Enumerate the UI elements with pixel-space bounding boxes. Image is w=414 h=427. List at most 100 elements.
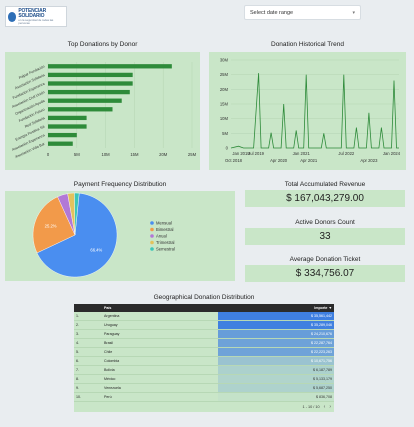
geo-table-title: Geographical Donation Distribution — [153, 294, 255, 301]
bar — [48, 132, 77, 138]
pagination-label: 1 - 10 / 10 — [302, 405, 320, 409]
legend-swatch — [150, 221, 154, 225]
date-range-picker[interactable]: Select date range ▾ — [244, 5, 361, 20]
amount-cell: $ 35,561,442 — [218, 312, 334, 321]
chevron-right-icon[interactable]: › — [329, 404, 331, 410]
country-cell: Paraguay — [102, 329, 218, 339]
revenue-kpi-title: Total Accumulated Revenue — [284, 181, 366, 188]
row-index: 3. — [74, 329, 102, 339]
table-row[interactable]: 9. Venezuela $ 5,687,250 — [74, 383, 334, 393]
pie-slice — [36, 192, 118, 278]
ticket-kpi-title: Average Donation Ticket — [289, 256, 361, 263]
x-tick-label: 10M — [102, 152, 111, 157]
row-index: 2. — [74, 320, 102, 330]
amount-cell: $ 5,687,250 — [218, 383, 334, 393]
y-tick-label: 5M — [222, 131, 228, 136]
amount-cell: $ 24,210,676 — [218, 329, 334, 339]
y-tick-label: 10M — [220, 116, 229, 121]
row-index: 7. — [74, 365, 102, 375]
donors-kpi-title: Active Donors Count — [295, 219, 355, 226]
line-chart-panel: 0 5M 10M 15M 20M 25M 30M Jan 2019 Jul 2019 Jan 20… — [209, 52, 406, 170]
row-index: 4. — [74, 338, 102, 348]
legend-label: Trimestral — [156, 240, 175, 245]
legend-label: Mensual — [156, 221, 172, 226]
x-tick-label: 5M — [74, 152, 80, 157]
x-tick-label: 20M — [159, 152, 168, 157]
geo-table-header: País Importe ▼ — [74, 304, 334, 312]
x-tick-label: Apr 2021 — [300, 158, 318, 163]
brand-logo: POTENCIAR SOLIDARIO en la seguridad de t… — [5, 6, 67, 27]
bar — [48, 89, 130, 95]
row-index: 1. — [74, 312, 102, 321]
x-tick-label: Apr 2020 — [270, 158, 288, 163]
bar-chart-title: Top Donations by Donor — [67, 41, 138, 48]
amount-cell: $ 5,133,179 — [218, 374, 334, 384]
x-tick-label: Jan 2024 — [383, 151, 401, 156]
geo-table-panel: País Importe ▼ 1. Argentina $ 35,561,442 2.… — [74, 304, 334, 412]
legend-label: Anual — [156, 234, 167, 239]
country-cell: Chile — [102, 347, 218, 357]
bar — [48, 98, 122, 103]
pie-slice — [32, 196, 76, 254]
pie-slice — [74, 192, 80, 236]
slice-label: 66.4% — [90, 248, 102, 253]
table-row[interactable]: 8. México $ 5,133,179 — [74, 374, 334, 384]
x-tick-label: Jul 2019 — [248, 151, 265, 156]
table-row[interactable]: 10. Perú $ 836,708 — [74, 392, 334, 402]
chevron-down-icon: ▾ — [352, 9, 355, 16]
bar — [48, 107, 113, 112]
amount-cell: $ 35,289,046 — [218, 320, 334, 330]
row-index: 10. — [74, 392, 102, 402]
chevron-left-icon[interactable]: ‹ — [323, 404, 326, 410]
header-amount-label: Importe — [314, 306, 328, 310]
ticket-kpi-value: $ 334,756.07 — [245, 265, 405, 282]
logo-mark-icon — [8, 11, 17, 22]
x-tick-label: Jul 2022 — [338, 151, 355, 156]
table-row[interactable]: 6. Colombia $ 10,671,756 — [74, 356, 334, 366]
legend-swatch — [150, 234, 154, 238]
x-tick-label: 15M — [130, 152, 139, 157]
y-tick-label: 20M — [220, 87, 229, 92]
bar — [48, 64, 172, 69]
table-row[interactable]: 5. Chile $ 22,223,263 — [74, 347, 334, 357]
amount-cell: $ 10,671,756 — [218, 356, 334, 366]
bar — [48, 81, 133, 86]
revenue-kpi-value: $ 167,043,279.00 — [245, 190, 405, 207]
table-row[interactable]: 3. Paraguay $ 24,210,676 — [74, 329, 334, 339]
header-country[interactable]: País — [102, 304, 218, 312]
country-cell: Venezuela — [102, 383, 218, 393]
x-tick-label: Jan 2019 — [232, 151, 250, 156]
table-row[interactable]: 1. Argentina $ 35,561,442 — [74, 312, 334, 321]
amount-cell: $ 836,708 — [218, 392, 334, 402]
date-range-placeholder: Select date range — [250, 9, 294, 16]
geo-table-footer: 1 - 10 / 10 ‹ › — [74, 402, 334, 412]
table-row[interactable]: 7. Bolivia $ 6,187,789 — [74, 365, 334, 375]
header-index — [74, 304, 102, 312]
sort-desc-icon[interactable]: ▼ — [328, 306, 332, 310]
country-cell: Bolivia — [102, 365, 218, 375]
x-tick-label: 25M — [188, 152, 197, 157]
logo-main-text: POTENCIAR SOLIDARIO — [18, 7, 46, 19]
row-index: 8. — [74, 374, 102, 384]
logo-text: POTENCIAR SOLIDARIO en la seguridad de t… — [18, 7, 64, 25]
y-tick-label: 15M — [220, 102, 229, 107]
donors-kpi-value: 33 — [245, 228, 405, 245]
slice-label: 25.2% — [45, 224, 57, 229]
y-tick-label: 30M — [220, 58, 229, 63]
table-row[interactable]: 2. Uruguay $ 35,289,046 — [74, 320, 334, 330]
x-tick-label: Oct 2018 — [225, 158, 243, 163]
country-cell: Argentina — [102, 312, 218, 321]
row-index: 9. — [74, 383, 102, 393]
line-chart-title: Donation Historical Trend — [271, 41, 344, 48]
pie-chart-title: Payment Frequency Distribution — [73, 181, 167, 188]
legend-label: Bimestral — [156, 227, 174, 232]
pie-chart-panel: 66.4% 25.2% Mensual Bimestral Anual Trimestra… — [5, 191, 235, 281]
amount-cell: $ 22,287,764 — [218, 338, 334, 348]
bar — [48, 72, 133, 78]
table-row[interactable]: 4. Brasil $ 22,287,764 — [74, 338, 334, 348]
bar-chart-panel: 0 5M 10M 15M 20M 25M Palpar Fundación Asociació… — [5, 52, 200, 170]
x-tick-label: Apr 2023 — [360, 158, 378, 163]
header-amount[interactable]: Importe ▼ — [218, 304, 334, 312]
